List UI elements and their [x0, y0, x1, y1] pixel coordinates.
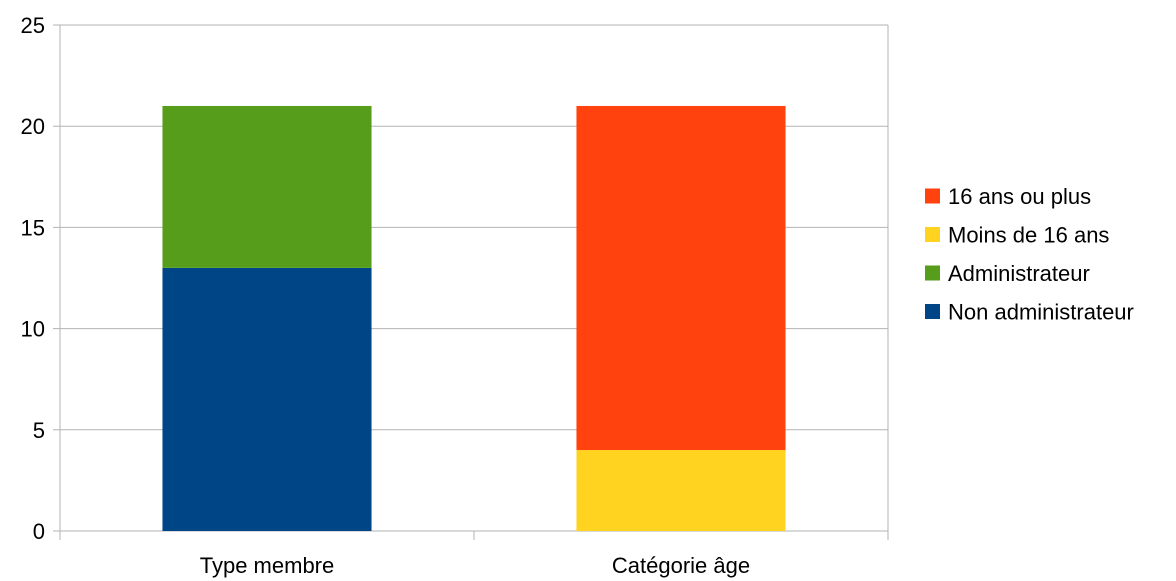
y-tick-label: 10	[21, 317, 45, 342]
legend-item: Non administrateur	[925, 300, 1134, 325]
legend-swatch	[925, 304, 940, 319]
legend-swatch	[925, 188, 940, 204]
y-tick-label: 20	[21, 114, 45, 139]
legend-swatch	[925, 265, 940, 281]
y-tick-label: 15	[21, 215, 45, 240]
bar-segment-non-administrateur	[162, 267, 372, 531]
y-tick-label: 5	[33, 418, 45, 443]
x-tick-label: Type membre	[200, 553, 335, 578]
legend-item: Moins de 16 ans	[925, 223, 1109, 248]
legend-item: 16 ans ou plus	[925, 184, 1091, 209]
legend: 16 ans ou plus Moins de 16 ans Administrat…	[925, 184, 1134, 325]
y-tick-labels: 0 5 10 15 20 25	[21, 13, 45, 544]
legend-label: Moins de 16 ans	[948, 223, 1109, 248]
legend-label: Administrateur	[948, 261, 1090, 286]
legend-swatch	[925, 227, 940, 242]
bar-segment-moins-de-16-ans	[576, 450, 786, 531]
legend-item: Administrateur	[925, 261, 1090, 286]
legend-label: Non administrateur	[948, 300, 1134, 325]
bar-segment-16-ans-ou-plus	[576, 105, 786, 451]
bar-segment-administrateur	[162, 105, 372, 268]
legend-label: 16 ans ou plus	[948, 184, 1091, 209]
y-tick-label: 25	[21, 13, 45, 38]
bars	[162, 105, 786, 531]
x-tick-label: Catégorie âge	[612, 553, 750, 578]
y-tick-label: 0	[33, 519, 45, 544]
x-tick-labels: Type membre Catégorie âge	[200, 553, 750, 578]
